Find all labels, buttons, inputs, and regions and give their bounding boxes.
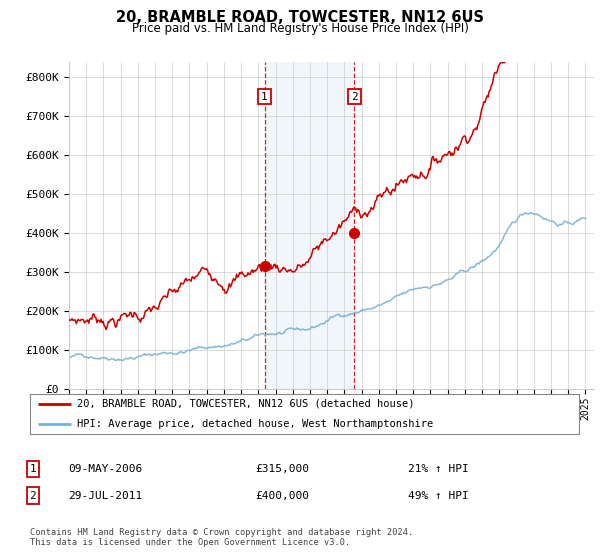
Text: 1: 1 — [261, 92, 268, 102]
Text: 09-MAY-2006: 09-MAY-2006 — [68, 464, 142, 474]
Text: 21% ↑ HPI: 21% ↑ HPI — [407, 464, 469, 474]
Bar — [265, 62, 355, 389]
Text: 29-JUL-2011: 29-JUL-2011 — [68, 491, 142, 501]
Text: 20, BRAMBLE ROAD, TOWCESTER, NN12 6US: 20, BRAMBLE ROAD, TOWCESTER, NN12 6US — [116, 10, 484, 25]
Text: £315,000: £315,000 — [255, 464, 309, 474]
Text: Price paid vs. HM Land Registry's House Price Index (HPI): Price paid vs. HM Land Registry's House … — [131, 22, 469, 35]
Text: 2: 2 — [351, 92, 358, 102]
Text: 49% ↑ HPI: 49% ↑ HPI — [407, 491, 469, 501]
Text: £400,000: £400,000 — [255, 491, 309, 501]
Text: HPI: Average price, detached house, West Northamptonshire: HPI: Average price, detached house, West… — [77, 419, 433, 429]
Text: 1: 1 — [29, 464, 37, 474]
Text: Contains HM Land Registry data © Crown copyright and database right 2024.
This d: Contains HM Land Registry data © Crown c… — [30, 528, 413, 547]
Text: 2: 2 — [29, 491, 37, 501]
Text: 20, BRAMBLE ROAD, TOWCESTER, NN12 6US (detached house): 20, BRAMBLE ROAD, TOWCESTER, NN12 6US (d… — [77, 399, 414, 409]
